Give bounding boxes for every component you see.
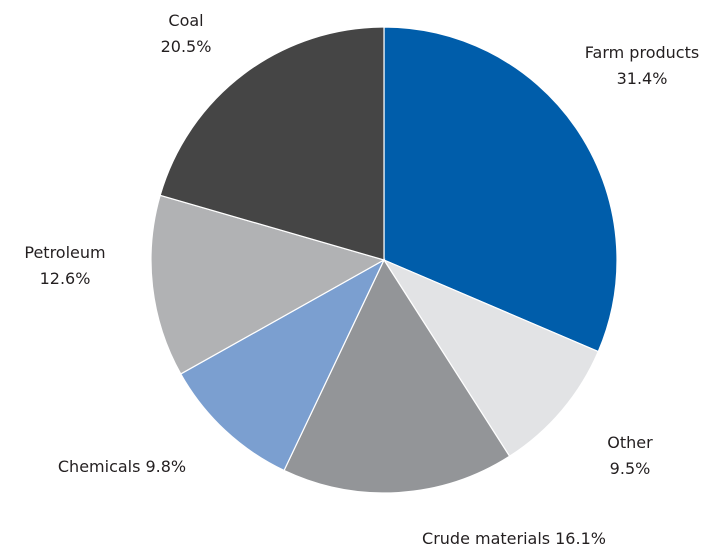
pie-slice bbox=[179, 258, 386, 472]
value-label: 16.1% bbox=[555, 529, 606, 548]
slice-label: Other 9.5% bbox=[607, 433, 653, 478]
value-label: 9.5% bbox=[610, 459, 651, 478]
pie-slice bbox=[283, 258, 511, 494]
value-label: 9.8% bbox=[145, 457, 186, 476]
slice-label: Crude materials 16.1% bbox=[422, 529, 606, 548]
pie-slice bbox=[383, 26, 618, 353]
category-label: Coal bbox=[168, 11, 203, 30]
pie-slice bbox=[150, 194, 386, 375]
value-label: 12.6% bbox=[40, 269, 91, 288]
value-label: 31.4% bbox=[617, 69, 668, 88]
pie-slice bbox=[382, 258, 600, 458]
value-label: 20.5% bbox=[161, 37, 212, 56]
slice-label: Petroleum 12.6% bbox=[24, 243, 105, 288]
category-label: Other bbox=[607, 433, 653, 452]
category-label: Petroleum bbox=[24, 243, 105, 262]
slice-label: Farm products 31.4% bbox=[585, 43, 699, 88]
category-label: Farm products bbox=[585, 43, 699, 62]
slice-label: Chemicals 9.8% bbox=[58, 457, 186, 476]
slice-label: Coal 20.5% bbox=[161, 11, 212, 56]
pie-slice bbox=[159, 26, 385, 261]
category-label: Chemicals bbox=[58, 457, 141, 476]
category-label: Crude materials bbox=[422, 529, 550, 548]
